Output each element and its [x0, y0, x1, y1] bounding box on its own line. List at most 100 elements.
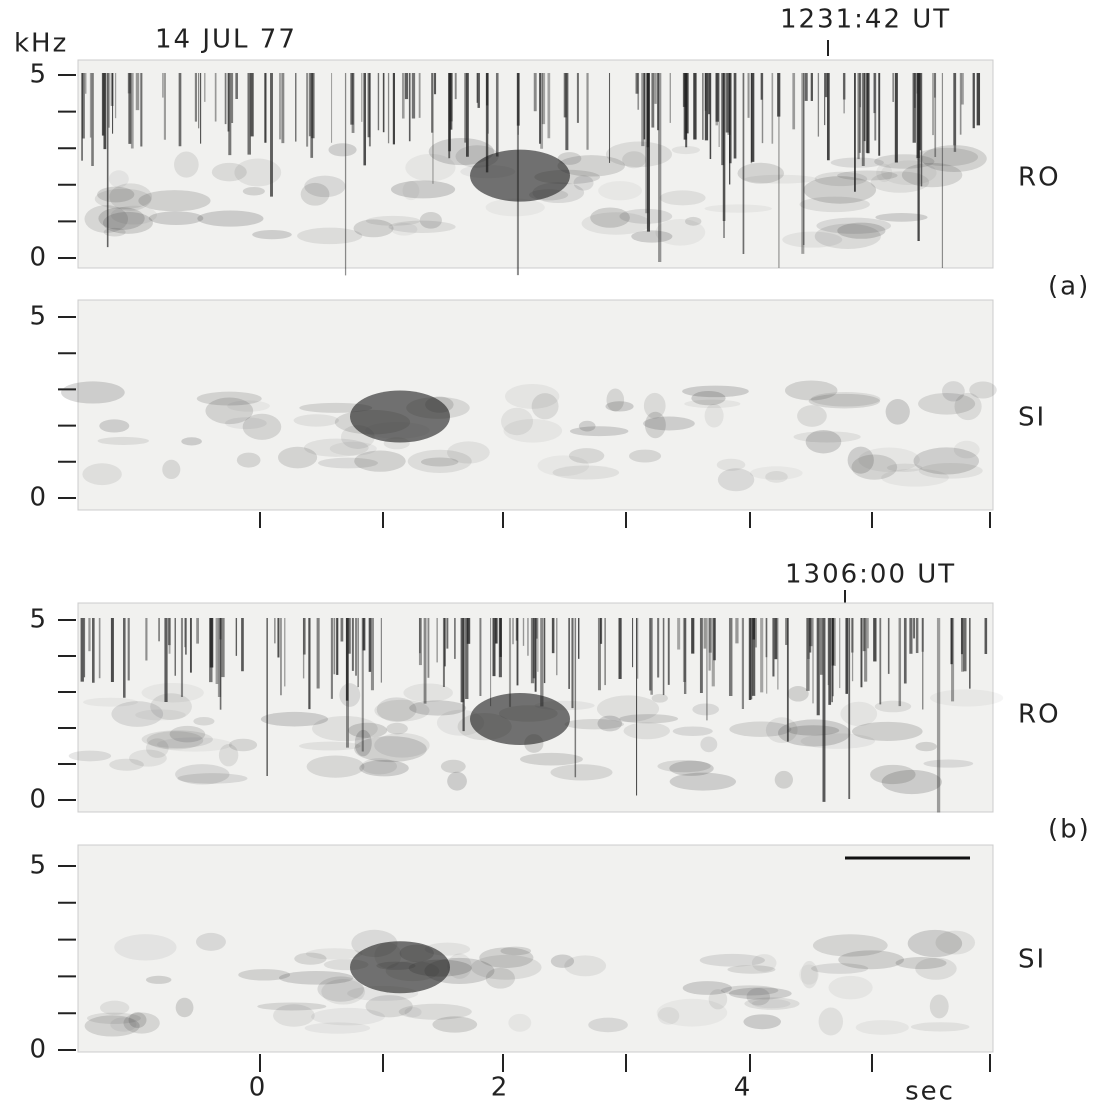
emission-blob — [564, 955, 607, 977]
emission-blob — [913, 447, 979, 475]
emission-blob — [500, 946, 532, 956]
emission-blob — [252, 230, 292, 240]
emission-blob — [94, 188, 152, 210]
emission-blob — [568, 448, 605, 464]
emission-blob — [317, 976, 365, 1002]
emission-blob — [312, 715, 378, 742]
emission-blob — [814, 223, 881, 250]
emission-blob — [818, 1007, 844, 1036]
emission-blob — [447, 441, 490, 464]
emission-blob — [837, 170, 898, 181]
emission-blob — [409, 700, 467, 716]
emission-blob — [297, 227, 363, 245]
emission-blob — [811, 963, 869, 974]
emission-blob — [114, 934, 177, 961]
emission-blob — [156, 737, 233, 752]
emission-blob — [347, 722, 388, 738]
emission-blob — [174, 151, 199, 178]
emission-blob — [700, 736, 718, 753]
emission-blob — [847, 446, 874, 474]
emission-blob — [145, 975, 172, 984]
emission-blob — [505, 383, 560, 409]
emission-blob — [103, 227, 126, 237]
emission-blob — [111, 701, 164, 727]
emission-blob — [420, 457, 459, 467]
emission-blob — [470, 693, 570, 745]
emission-blob — [596, 695, 660, 723]
emission-blob — [793, 431, 861, 443]
emission-blob — [787, 686, 809, 702]
y-label: 5 — [29, 605, 48, 635]
emission-blob — [225, 417, 267, 430]
panel-label: (b) — [1048, 815, 1091, 845]
emission-blob — [598, 181, 642, 201]
emission-blob — [597, 715, 622, 732]
emission-blob — [744, 997, 800, 1010]
emission-blob — [682, 385, 749, 398]
emission-blob — [685, 216, 702, 226]
emission-blob — [501, 407, 534, 436]
emission-blob — [227, 400, 270, 412]
emission-blob — [552, 465, 620, 480]
emission-blob — [350, 390, 450, 443]
emission-blob — [875, 213, 928, 222]
emission-blob — [876, 163, 893, 183]
emission-blob — [145, 738, 169, 758]
emission-blob — [550, 764, 613, 781]
emission-blob — [61, 381, 125, 404]
emission-blob — [669, 760, 714, 776]
emission-blob — [102, 211, 153, 234]
emission-blob — [306, 755, 365, 778]
emission-blob — [419, 211, 442, 229]
emission-blob — [557, 155, 625, 177]
emission-blob — [800, 733, 875, 749]
emission-blob — [656, 998, 728, 1027]
emission-blob — [837, 222, 886, 239]
emission-blob — [374, 699, 430, 722]
spectrograms: 5 0 5 0 5 0 5 0 — [29, 59, 1004, 1072]
emission-blob — [304, 438, 369, 457]
emission-blob — [110, 1017, 137, 1032]
emission-blob — [797, 405, 827, 427]
emission-blob — [470, 954, 542, 980]
x-label: 2 — [491, 1073, 510, 1103]
emission-blob — [328, 143, 357, 157]
emission-blob — [386, 722, 408, 735]
emission-blob — [910, 1022, 970, 1032]
emission-blob — [564, 719, 624, 730]
emission-blob — [774, 770, 793, 789]
emission-blob — [440, 759, 466, 774]
emission-blob — [851, 454, 898, 480]
station-label: RO — [1018, 700, 1061, 730]
emission-blob — [135, 709, 186, 721]
emission-blob — [108, 170, 129, 188]
emission-blob — [895, 957, 947, 970]
date-label: 14 JUL 77 — [155, 25, 297, 55]
emission-blob — [840, 701, 878, 727]
emission-blob — [631, 230, 673, 243]
emission-blob — [238, 969, 291, 981]
panel-label: (a) — [1048, 272, 1090, 302]
emission-blob — [550, 954, 575, 968]
emission-blob — [84, 205, 129, 233]
emission-blob — [782, 231, 843, 248]
emission-blob — [874, 700, 912, 713]
station-label: RO — [1018, 163, 1061, 193]
emission-blob — [470, 149, 570, 202]
emission-blob — [205, 397, 254, 425]
y-label: 0 — [29, 483, 48, 513]
emission-blob — [881, 468, 949, 487]
emission-blob — [669, 772, 737, 791]
emission-blob — [405, 153, 456, 182]
emission-blob — [177, 773, 248, 784]
emission-blob — [886, 463, 923, 472]
emission-blob — [169, 725, 206, 743]
emission-blob — [870, 764, 916, 785]
spectrogram-panel — [77, 299, 994, 511]
emission-blob — [581, 212, 651, 235]
y-label: 5 — [29, 60, 48, 90]
emission-blob — [953, 440, 980, 459]
emission-blob — [720, 985, 779, 996]
emission-blob — [737, 162, 785, 184]
